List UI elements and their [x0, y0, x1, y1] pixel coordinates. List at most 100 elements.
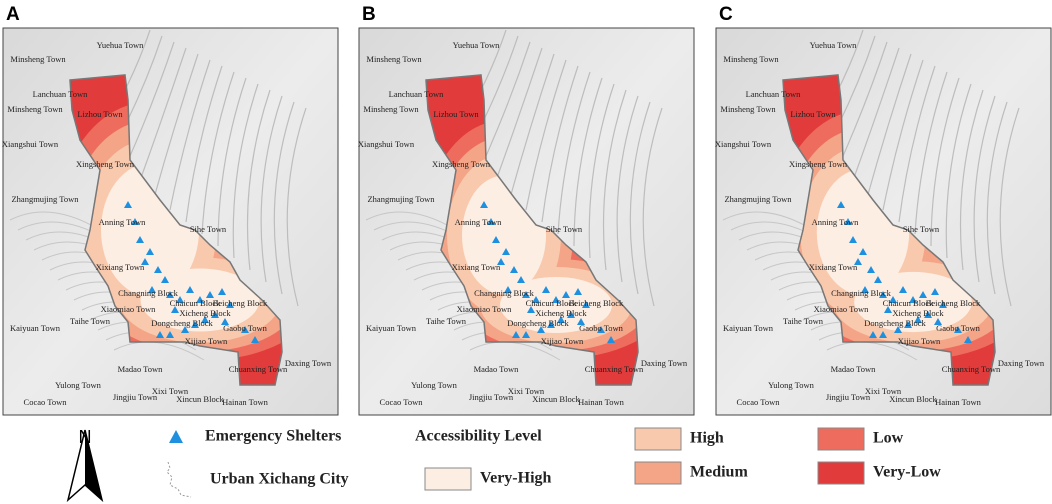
terrain-ridge: [722, 211, 814, 231]
terrain-ridge: [930, 77, 960, 247]
shelter: [156, 331, 164, 338]
town-label: Kaiyuan Town: [723, 323, 774, 333]
town-label: Dongcheng Block: [151, 318, 213, 328]
town-label: Xincun Block: [532, 394, 580, 404]
legend-title: Accessibility Level: [415, 428, 542, 445]
shelter: [924, 311, 932, 318]
town-label: Gaobo Town: [579, 323, 624, 333]
town-label: Xixiang Town: [809, 262, 858, 272]
terrain-ridge: [185, 65, 223, 223]
shelter: [884, 306, 892, 313]
terrain-ridge: [153, 53, 199, 199]
town-label: Xingsheng Town: [76, 159, 135, 169]
town-label: Kaiyuan Town: [10, 323, 61, 333]
panel-label: A: [6, 4, 20, 25]
town-label: Taihe Town: [70, 316, 111, 326]
shelter: [867, 266, 875, 273]
shelter: [527, 306, 535, 313]
town-label: Lizhou Town: [433, 109, 479, 119]
town-label: Changning Block: [118, 288, 178, 298]
terrain-ridge: [273, 101, 295, 295]
shelter: [522, 331, 530, 338]
north-arrow-half: [85, 430, 102, 500]
shelter: [176, 296, 184, 303]
shelter: [861, 286, 869, 293]
map-panel: Yuehua Town Minsheng Town Lanchuan Town Min…: [2, 4, 339, 416]
shelter: [226, 301, 234, 308]
terrain-ridge: [217, 77, 247, 247]
shelter: [844, 218, 852, 225]
shelter: [171, 306, 179, 313]
shelter: [136, 236, 144, 243]
town-label: Yuehua Town: [97, 40, 144, 50]
town-label: Anning Town: [455, 217, 502, 227]
town-label: Lizhou Town: [790, 109, 836, 119]
town-label: Xincun Block: [889, 394, 937, 404]
shelter: [492, 236, 500, 243]
town-label: Daxing Town: [998, 358, 1045, 368]
town-label: Xixi Town: [865, 386, 902, 396]
town-label: Yuehua Town: [810, 40, 857, 50]
town-label: Cocao Town: [24, 397, 68, 407]
town-label: Xiangshui Town: [2, 139, 59, 149]
shelter: [874, 276, 882, 283]
town-label: Minsheng Town: [720, 104, 776, 114]
zone: [500, 277, 612, 333]
shelter: [954, 326, 962, 333]
legend-label: High: [690, 430, 724, 447]
shelter: [582, 301, 590, 308]
town-label: Chuanxing Town: [942, 364, 1001, 374]
terrain-ridge: [137, 47, 187, 187]
town-label: Xixi Town: [152, 386, 189, 396]
town-label: Minsheng Town: [363, 104, 419, 114]
shelter: [574, 288, 582, 295]
terrain-ridge: [541, 65, 579, 223]
terrain-ridge: [642, 107, 663, 307]
shelter: [131, 218, 139, 225]
urban-icon: [166, 461, 192, 498]
terrain-ridge: [260, 95, 283, 283]
shelter: [211, 311, 219, 318]
shelter: [161, 276, 169, 283]
town-label: Sihe Town: [546, 224, 583, 234]
shelter: [879, 291, 887, 298]
terrain-ridge: [286, 107, 307, 307]
town-label: Chaicun Block: [170, 298, 222, 308]
terrain-ridge: [493, 47, 543, 187]
shelter: [487, 218, 495, 225]
town-label: Chuanxing Town: [585, 364, 644, 374]
north-label: N: [79, 427, 92, 447]
shelter: [480, 201, 488, 208]
town-label: Minsheng Town: [723, 54, 779, 64]
urban-outline: [425, 74, 639, 386]
town-label: Madao Town: [831, 364, 877, 374]
shelter: [909, 296, 917, 303]
town-label: Zhangmujing Town: [724, 194, 792, 204]
shelter: [567, 311, 575, 318]
shelter: [532, 296, 540, 303]
shelter: [196, 296, 204, 303]
town-label: Taihe Town: [783, 316, 824, 326]
town-label: Sihe Town: [190, 224, 227, 234]
shelter: [186, 286, 194, 293]
town-label: Xicheng Block: [535, 308, 587, 318]
town-label: Xijiao Town: [541, 336, 584, 346]
town-label: Minsheng Town: [366, 54, 422, 64]
town-label: Minsheng Town: [10, 54, 66, 64]
town-label: Cocao Town: [737, 397, 781, 407]
shelter: [931, 288, 939, 295]
shelter: [201, 316, 209, 323]
shelter: [542, 286, 550, 293]
town-label: Zhangmujing Town: [367, 194, 435, 204]
town-label: Yulong Town: [55, 380, 102, 390]
shelter-icon: [169, 430, 183, 443]
shelter: [517, 276, 525, 283]
shelter: [251, 336, 259, 343]
urban-outline: [782, 74, 996, 386]
terrain-ridge: [629, 101, 651, 295]
shelter: [191, 321, 199, 328]
terrain-ridge: [169, 59, 211, 211]
shelter: [154, 266, 162, 273]
town-label: Xijiao Town: [185, 336, 228, 346]
